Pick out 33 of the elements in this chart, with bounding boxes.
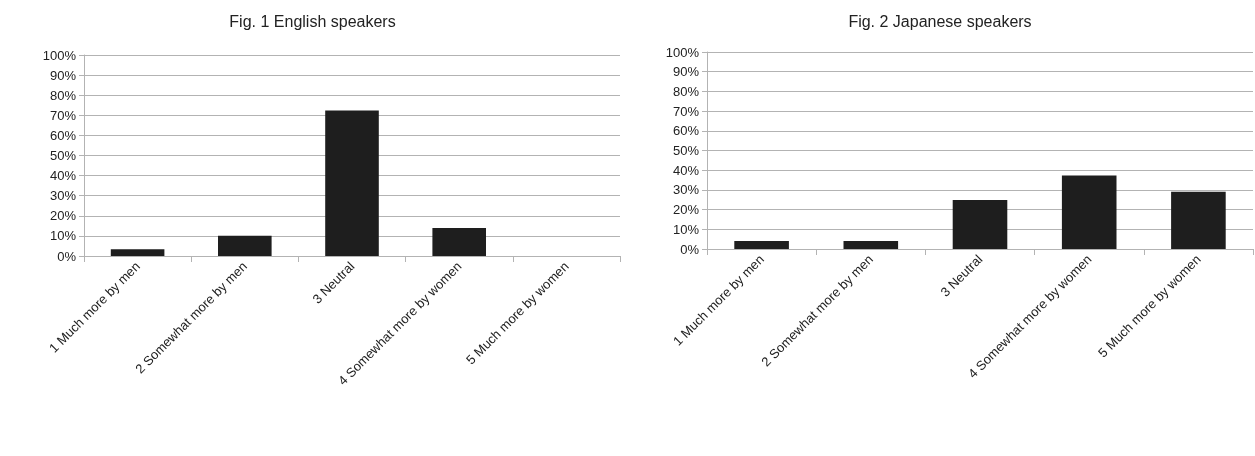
y-tick-label: 100%	[42, 47, 77, 63]
y-tick-label: 80%	[49, 87, 77, 103]
y-tick-label: 50%	[672, 143, 700, 158]
y-tick-label: 10%	[49, 228, 77, 244]
y-tick-label: 70%	[49, 107, 77, 123]
bar	[843, 240, 899, 249]
bar	[1171, 191, 1226, 249]
bar	[325, 110, 379, 256]
bar	[1061, 175, 1117, 249]
y-tick-label: 50%	[49, 148, 77, 163]
y-tick-label: 10%	[672, 221, 700, 237]
y-tick-label: 80%	[672, 83, 700, 99]
y-tick-label: 30%	[672, 182, 700, 198]
bar	[952, 199, 1008, 249]
y-tick-label: 30%	[49, 188, 77, 204]
y-tick-label: 0%	[57, 248, 77, 264]
bar	[218, 235, 272, 256]
y-tick-label: 0%	[680, 241, 700, 257]
y-tick-label: 40%	[49, 168, 77, 184]
bar	[734, 240, 789, 249]
y-tick-label: 100%	[665, 44, 700, 60]
y-tick-label: 40%	[672, 162, 700, 178]
y-tick-label: 20%	[49, 208, 77, 224]
y-tick-label: 90%	[672, 64, 700, 80]
y-tick-label: 70%	[672, 103, 700, 119]
y-tick-label: 90%	[49, 67, 77, 83]
bar	[110, 249, 165, 256]
y-tick-label: 60%	[49, 127, 77, 143]
bar	[432, 228, 486, 256]
chart-title: Fig. 1 English speakers	[229, 12, 396, 30]
y-tick-label: 60%	[672, 123, 700, 139]
y-tick-label: 20%	[672, 202, 700, 218]
chart-title: Fig. 2 Japanese speakers	[848, 12, 1032, 30]
